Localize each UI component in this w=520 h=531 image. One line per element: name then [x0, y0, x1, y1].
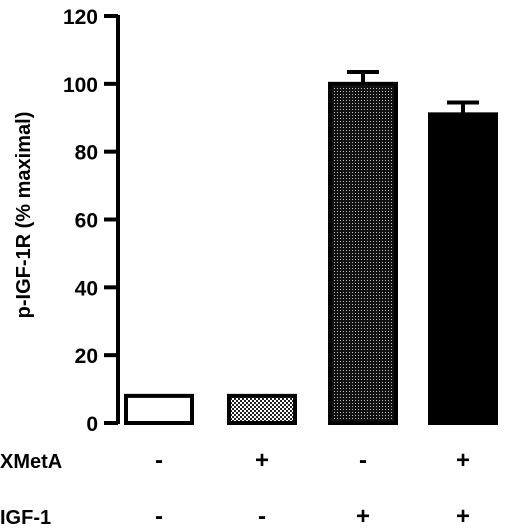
condition-sign: - — [258, 503, 266, 530]
condition-sign: - — [359, 447, 367, 474]
condition-sign: + — [456, 447, 470, 474]
condition-sign: + — [356, 503, 370, 530]
y-tick-label: 40 — [75, 277, 98, 300]
y-tick-label: 60 — [75, 210, 98, 233]
bar — [328, 81, 398, 425]
bars — [124, 69, 498, 426]
bar — [124, 393, 194, 426]
y-tick-label: 100 — [63, 74, 98, 97]
y-tick-label: 80 — [75, 142, 98, 165]
bar — [227, 393, 297, 426]
y-axis: 0 20 40 60 80 100 120 — [63, 6, 120, 436]
condition-sign: + — [255, 447, 269, 474]
condition-sign: - — [155, 503, 163, 530]
condition-rows: XMetA - + - + IGF-1 - - + + — [0, 447, 470, 530]
y-tick-label: 0 — [86, 413, 98, 436]
condition-label: IGF-1 — [0, 507, 51, 529]
y-axis-label: p-IGF-1R (% maximal) — [13, 112, 35, 319]
y-tick-label: 120 — [63, 6, 98, 29]
bar — [428, 112, 498, 425]
condition-sign: - — [155, 447, 163, 474]
condition-label: XMetA — [0, 451, 62, 473]
condition-sign: + — [456, 503, 470, 530]
y-tick-label: 20 — [75, 345, 98, 368]
